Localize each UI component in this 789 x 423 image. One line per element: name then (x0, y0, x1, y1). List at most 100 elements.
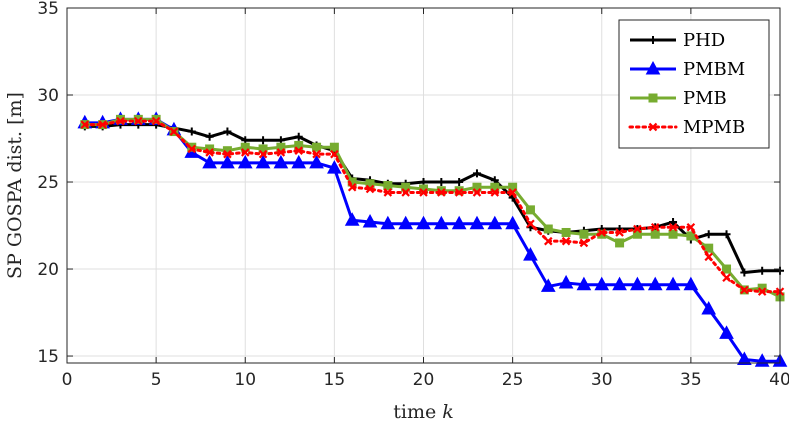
data-point (401, 188, 410, 197)
legend-item-pmb: PMB (630, 88, 727, 109)
data-point (740, 268, 749, 277)
data-point (645, 60, 661, 75)
data-point (291, 154, 307, 169)
data-point (615, 238, 625, 248)
data-point (383, 181, 393, 190)
data-point (668, 229, 678, 239)
legend-label: PMB (683, 88, 727, 109)
x-tick-label: 20 (413, 370, 435, 390)
data-point (472, 169, 481, 178)
data-point (757, 287, 767, 296)
data-point (633, 224, 642, 234)
data-point (365, 184, 375, 194)
data-point (330, 149, 339, 159)
x-tick-label: 15 (324, 370, 346, 390)
data-point (686, 222, 696, 232)
data-point (276, 148, 286, 157)
data-point (561, 227, 571, 237)
data-point (116, 116, 125, 126)
data-point (347, 182, 357, 192)
y-tick-label: 25 (37, 173, 59, 193)
data-point (327, 160, 342, 174)
data-point (294, 146, 304, 155)
data-point (151, 116, 161, 126)
data-point (294, 132, 303, 141)
data-point (223, 149, 232, 159)
data-point (237, 154, 253, 169)
axis-ticks: 0 5 10 15 20 25 30 35 40 15 20 25 30 35 (37, 0, 789, 390)
legend-item-phd: PHD (630, 30, 725, 51)
data-point (151, 114, 161, 124)
data-point (187, 127, 196, 136)
data-point (540, 278, 556, 292)
data-point (758, 266, 767, 275)
data-point (258, 149, 268, 159)
data-point (329, 142, 339, 152)
x-tick-label: 35 (680, 370, 702, 390)
data-point (683, 276, 699, 291)
data-point (579, 238, 589, 248)
x-tick-label: 30 (591, 370, 613, 390)
x-tick-label: 5 (151, 370, 162, 390)
data-point (594, 276, 610, 291)
data-point (187, 144, 197, 154)
x-tick-label: 25 (502, 370, 524, 390)
data-point (650, 222, 660, 232)
data-point (523, 247, 538, 261)
series-line (84, 117, 781, 299)
data-point (722, 264, 732, 274)
data-point (701, 301, 717, 315)
data-point (490, 188, 500, 197)
data-point (98, 120, 107, 129)
data-point (469, 215, 485, 230)
data-point (740, 285, 749, 295)
data-point (436, 186, 446, 196)
series-line (84, 117, 780, 363)
data-point (648, 122, 658, 132)
series-pmbm (77, 111, 788, 367)
data-point (80, 120, 90, 129)
data-point (472, 188, 482, 197)
data-point (202, 154, 217, 169)
data-point (416, 215, 431, 230)
data-point (312, 142, 322, 152)
series-line (84, 123, 780, 275)
x-tick-label: 0 (62, 370, 73, 390)
data-point (312, 149, 321, 159)
series-line (83, 119, 782, 294)
y-tick-label: 30 (37, 86, 59, 106)
data-point (380, 215, 396, 230)
data-point (647, 276, 663, 291)
data-point (205, 132, 214, 141)
data-point (398, 215, 414, 230)
data-point (362, 213, 378, 228)
data-point (455, 178, 464, 187)
data-point (704, 230, 713, 239)
data-point (722, 230, 731, 239)
legend-item-pmbm: PMBM (630, 59, 745, 80)
data-point (433, 215, 449, 230)
data-point (722, 273, 731, 283)
data-point (579, 229, 589, 239)
data-point (454, 186, 464, 196)
data-point (437, 178, 446, 187)
data-point (704, 252, 713, 262)
data-point (526, 219, 535, 229)
data-point (597, 228, 607, 237)
legend-item-mpmb: MPMB (628, 117, 745, 138)
data-point (309, 154, 324, 169)
data-point (650, 229, 660, 239)
data-point (615, 228, 624, 237)
data-point (665, 276, 681, 291)
data-point (240, 148, 250, 157)
data-point (454, 188, 464, 197)
data-point (133, 114, 143, 124)
x-tick-label: 40 (769, 370, 789, 390)
data-point (649, 36, 657, 44)
data-point (719, 325, 734, 339)
data-point (669, 218, 678, 227)
legend-label: PHD (683, 30, 725, 51)
data-point (737, 351, 752, 366)
data-point (169, 127, 179, 136)
